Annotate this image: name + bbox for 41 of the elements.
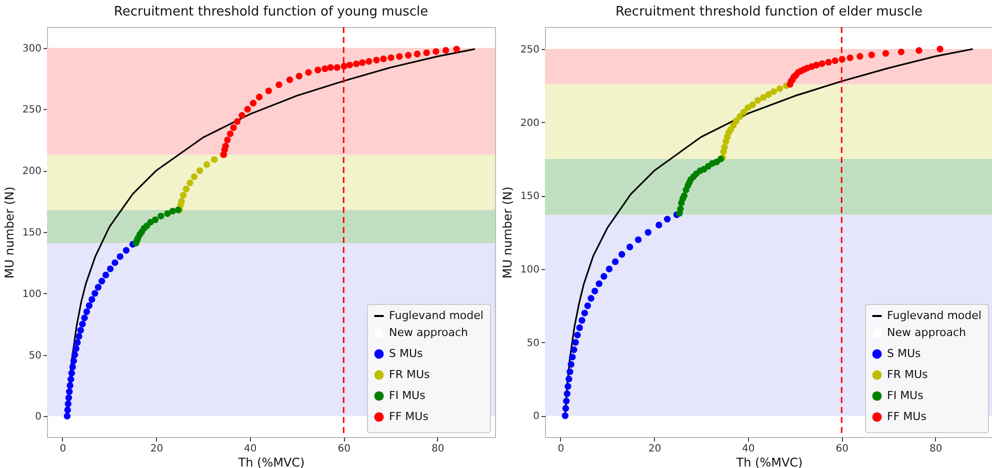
- y-tick-label: 250: [22, 104, 42, 116]
- y-tick-label: 0: [35, 412, 42, 423]
- y-tick-label: 150: [520, 191, 540, 202]
- legend-label: FI MUs: [887, 389, 924, 402]
- y-axis-title: MU number (N): [2, 186, 16, 278]
- y-axis-title: MU number (N): [500, 186, 514, 278]
- x-tick-label: 60: [836, 444, 849, 454]
- legend-label: New approach: [887, 326, 966, 339]
- legend-label: FF MUs: [389, 410, 429, 423]
- y-tick-label: 300: [22, 43, 42, 54]
- y-tick-label: 0: [533, 411, 540, 422]
- legend-label: FI MUs: [389, 389, 426, 402]
- legend-label: Fuglevand model: [887, 309, 982, 322]
- x-axis-title: Th (%MVC): [237, 456, 305, 468]
- y-tick-label: 50: [28, 350, 42, 362]
- legend-label: FF MUs: [887, 410, 927, 423]
- x-tick-label: 20: [150, 444, 164, 454]
- legend-label: FR MUs: [887, 368, 928, 381]
- chart-title: Recruitment threshold function of young muscle: [114, 4, 428, 20]
- x-tick-label: 20: [648, 444, 662, 454]
- x-tick-label: 80: [929, 444, 942, 454]
- y-tick-label: 100: [22, 288, 42, 300]
- x-axis-title: Th (%MVC): [735, 456, 803, 468]
- x-tick-label: 40: [244, 444, 257, 454]
- legend-label: New approach: [389, 326, 468, 339]
- y-tick-label: 100: [520, 264, 540, 276]
- x-tick-label: 0: [60, 444, 66, 454]
- x-tick-label: 60: [338, 444, 351, 454]
- legend-label: FR MUs: [389, 368, 430, 381]
- x-tick-label: 40: [742, 444, 755, 454]
- y-tick-label: 200: [520, 118, 540, 129]
- x-tick-label: 80: [431, 444, 444, 454]
- legend-label: S MUs: [389, 347, 424, 360]
- y-tick-label: 200: [22, 166, 42, 178]
- y-tick-label: 150: [22, 228, 42, 238]
- x-tick-label: 0: [558, 444, 564, 454]
- y-tick-label: 250: [520, 44, 540, 56]
- legend-label: S MUs: [887, 347, 922, 360]
- legend-label: Fuglevand model: [389, 309, 484, 322]
- chart-title: Recruitment threshold function of elder muscle: [615, 4, 923, 20]
- y-tick-label: 50: [526, 338, 540, 349]
